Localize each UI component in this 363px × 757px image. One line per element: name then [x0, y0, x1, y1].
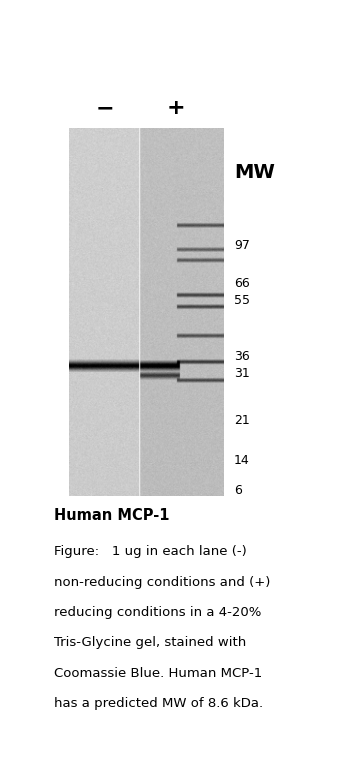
Text: Tris-Glycine gel, stained with: Tris-Glycine gel, stained with	[54, 637, 246, 650]
Text: 55: 55	[234, 294, 250, 307]
Text: 14: 14	[234, 454, 250, 468]
Text: MW: MW	[234, 163, 275, 182]
Text: 21: 21	[234, 413, 250, 427]
Text: 6: 6	[234, 484, 242, 497]
Text: Figure:   1 ug in each lane (-): Figure: 1 ug in each lane (-)	[54, 546, 246, 559]
Text: 97: 97	[234, 238, 250, 252]
Text: −: −	[95, 98, 114, 118]
Text: non-reducing conditions and (+): non-reducing conditions and (+)	[54, 576, 270, 589]
Text: reducing conditions in a 4-20%: reducing conditions in a 4-20%	[54, 606, 261, 619]
Text: +: +	[167, 98, 185, 118]
Text: Human MCP-1: Human MCP-1	[54, 508, 169, 522]
Text: 66: 66	[234, 277, 250, 290]
Text: 31: 31	[234, 367, 250, 380]
Text: has a predicted MW of 8.6 kDa.: has a predicted MW of 8.6 kDa.	[54, 697, 263, 710]
Text: 36: 36	[234, 350, 250, 363]
Text: Coomassie Blue. Human MCP-1: Coomassie Blue. Human MCP-1	[54, 667, 262, 680]
